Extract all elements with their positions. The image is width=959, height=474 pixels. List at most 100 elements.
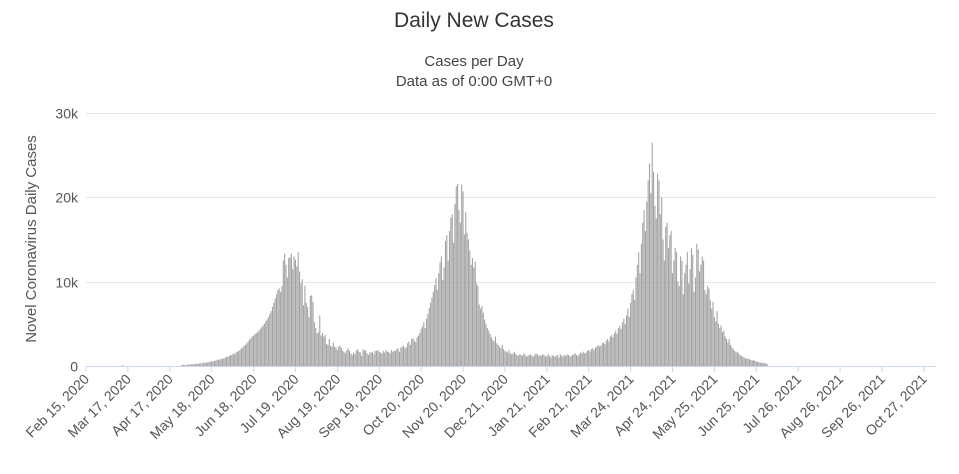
bar[interactable]	[193, 363, 195, 366]
bar[interactable]	[747, 358, 749, 366]
bar[interactable]	[501, 344, 503, 366]
bar[interactable]	[697, 249, 699, 366]
bar[interactable]	[381, 353, 383, 366]
bar[interactable]	[588, 349, 590, 366]
bar[interactable]	[711, 308, 713, 366]
bar[interactable]	[448, 231, 451, 366]
bar[interactable]	[339, 345, 341, 366]
bar[interactable]	[623, 318, 625, 366]
bar[interactable]	[411, 339, 413, 366]
bar[interactable]	[247, 341, 249, 366]
bar[interactable]	[186, 364, 188, 366]
bar[interactable]	[651, 142, 653, 366]
bar[interactable]	[547, 354, 549, 366]
bar[interactable]	[338, 346, 340, 366]
bar[interactable]	[405, 347, 407, 366]
bar[interactable]	[578, 354, 580, 366]
bar[interactable]	[201, 363, 203, 366]
bar[interactable]	[462, 191, 464, 366]
bar[interactable]	[220, 359, 222, 366]
bar[interactable]	[703, 260, 705, 366]
bar[interactable]	[370, 352, 372, 366]
bar[interactable]	[573, 354, 575, 366]
bar[interactable]	[680, 256, 682, 366]
bar[interactable]	[359, 352, 361, 366]
bar[interactable]	[648, 163, 651, 366]
bar[interactable]	[734, 350, 736, 366]
bar[interactable]	[265, 321, 267, 366]
bar[interactable]	[330, 345, 332, 366]
bar[interactable]	[347, 348, 349, 366]
bar[interactable]	[663, 260, 665, 366]
bar[interactable]	[596, 346, 598, 366]
bar[interactable]	[323, 336, 325, 366]
bar[interactable]	[694, 277, 696, 366]
bar[interactable]	[269, 313, 271, 366]
bar[interactable]	[661, 197, 663, 366]
bar[interactable]	[447, 260, 449, 366]
bar[interactable]	[562, 356, 564, 366]
bar[interactable]	[404, 348, 406, 366]
bar[interactable]	[659, 214, 661, 366]
bar[interactable]	[555, 355, 557, 366]
bar[interactable]	[226, 356, 228, 366]
bar[interactable]	[334, 346, 336, 366]
bar[interactable]	[557, 355, 559, 366]
bar[interactable]	[336, 349, 338, 366]
bar[interactable]	[307, 306, 309, 366]
bar[interactable]	[403, 345, 405, 366]
bar[interactable]	[755, 361, 757, 366]
bar[interactable]	[717, 323, 719, 366]
bar[interactable]	[719, 328, 721, 366]
bar[interactable]	[728, 339, 730, 366]
bar[interactable]	[361, 355, 363, 366]
bar[interactable]	[553, 355, 555, 366]
bar[interactable]	[550, 357, 552, 366]
bar[interactable]	[574, 353, 576, 366]
bar[interactable]	[485, 323, 487, 366]
bar[interactable]	[735, 352, 737, 366]
bar[interactable]	[642, 222, 644, 366]
bar[interactable]	[396, 349, 398, 366]
bar[interactable]	[496, 343, 498, 366]
bar[interactable]	[488, 330, 490, 366]
bar[interactable]	[243, 345, 245, 366]
bar[interactable]	[211, 360, 213, 366]
bar[interactable]	[582, 351, 584, 366]
bar[interactable]	[544, 356, 546, 366]
bar[interactable]	[253, 335, 255, 366]
bar[interactable]	[357, 349, 359, 366]
bar[interactable]	[244, 344, 246, 366]
bar[interactable]	[398, 351, 401, 366]
bar[interactable]	[478, 304, 480, 366]
bar[interactable]	[565, 355, 567, 366]
bar[interactable]	[640, 243, 642, 366]
bar[interactable]	[561, 355, 563, 366]
bar[interactable]	[759, 362, 761, 366]
bar[interactable]	[765, 363, 767, 366]
bar[interactable]	[593, 349, 595, 366]
bar[interactable]	[209, 362, 211, 366]
bar[interactable]	[377, 349, 379, 366]
bar[interactable]	[716, 311, 718, 366]
bar[interactable]	[438, 273, 440, 366]
bar[interactable]	[419, 333, 421, 366]
bar[interactable]	[319, 315, 321, 366]
bar[interactable]	[504, 350, 506, 366]
bar[interactable]	[212, 361, 214, 366]
bar[interactable]	[519, 354, 521, 366]
bar[interactable]	[358, 351, 360, 366]
bar[interactable]	[530, 354, 532, 366]
bar[interactable]	[493, 341, 495, 366]
bar[interactable]	[303, 305, 305, 366]
bar[interactable]	[677, 281, 679, 366]
bar[interactable]	[569, 356, 571, 366]
bar[interactable]	[424, 328, 426, 366]
bar[interactable]	[657, 173, 659, 366]
bar[interactable]	[420, 328, 422, 366]
bar[interactable]	[597, 344, 599, 366]
bar[interactable]	[616, 333, 618, 366]
bar[interactable]	[240, 348, 242, 366]
bar[interactable]	[288, 258, 290, 366]
bar[interactable]	[200, 363, 202, 366]
